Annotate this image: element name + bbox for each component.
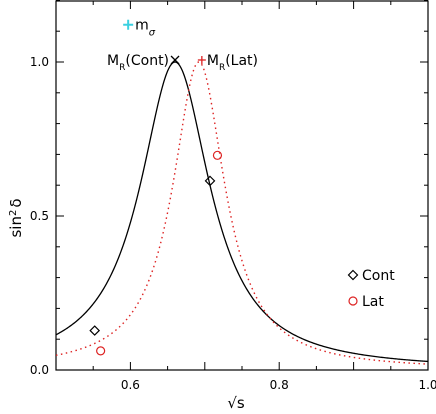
mr-cont-label-part: R	[119, 63, 125, 73]
legend-marker-cont	[347, 269, 359, 281]
axis-ticks	[55, 0, 429, 371]
legend-label-lat: Lat	[362, 294, 384, 310]
y-axis-title-tail: δ	[7, 198, 25, 207]
y-axis-title-sup: 2	[8, 210, 19, 216]
mr-cont-label: MR(Cont)	[107, 53, 169, 73]
legend-marker-lat	[348, 296, 358, 306]
legend: Cont Lat	[347, 268, 395, 310]
curves	[56, 61, 428, 365]
svg-text:sin2δ: sin2 δ	[7, 198, 25, 237]
legend-label-cont: Cont	[362, 268, 395, 284]
x-tick-label: 0.8	[270, 378, 289, 392]
m-sigma-label-main: m	[135, 18, 149, 34]
point-cont	[89, 325, 101, 336]
y-tick-label: 1.0	[30, 55, 49, 69]
mr-cont-marker	[170, 55, 180, 65]
series-line-lat	[56, 61, 428, 365]
y-tick-label: 0.5	[30, 209, 49, 223]
x-tick-label: 1.0	[418, 378, 436, 392]
x-tick-label: 0.6	[121, 378, 140, 392]
x-axis-title: √s	[227, 394, 245, 412]
mr-lat-label-part: R	[219, 63, 225, 73]
data-points	[89, 150, 223, 356]
tick-labels: 0.6 0.8 1.0 0.0 0.5 1.0	[30, 55, 436, 392]
series-line-cont	[56, 61, 428, 363]
mr-lat-label-part: M	[207, 53, 219, 69]
mr-lat-label: MR(Lat)	[207, 53, 258, 73]
y-tick-label: 0.0	[30, 363, 49, 377]
point-cont	[204, 175, 216, 187]
y-axis-title: sin2 δ	[7, 198, 25, 237]
m-sigma-label: mσ	[135, 18, 156, 39]
mr-lat-label-part: (Lat)	[225, 53, 258, 69]
mr-cont-label-part: M	[107, 53, 119, 69]
mr-cont-label-part: (Cont)	[125, 53, 169, 69]
point-lat	[96, 346, 106, 356]
point-lat	[212, 150, 223, 160]
y-axis-title-main: sin	[7, 216, 25, 238]
m-sigma-label-sub: σ	[149, 27, 156, 38]
